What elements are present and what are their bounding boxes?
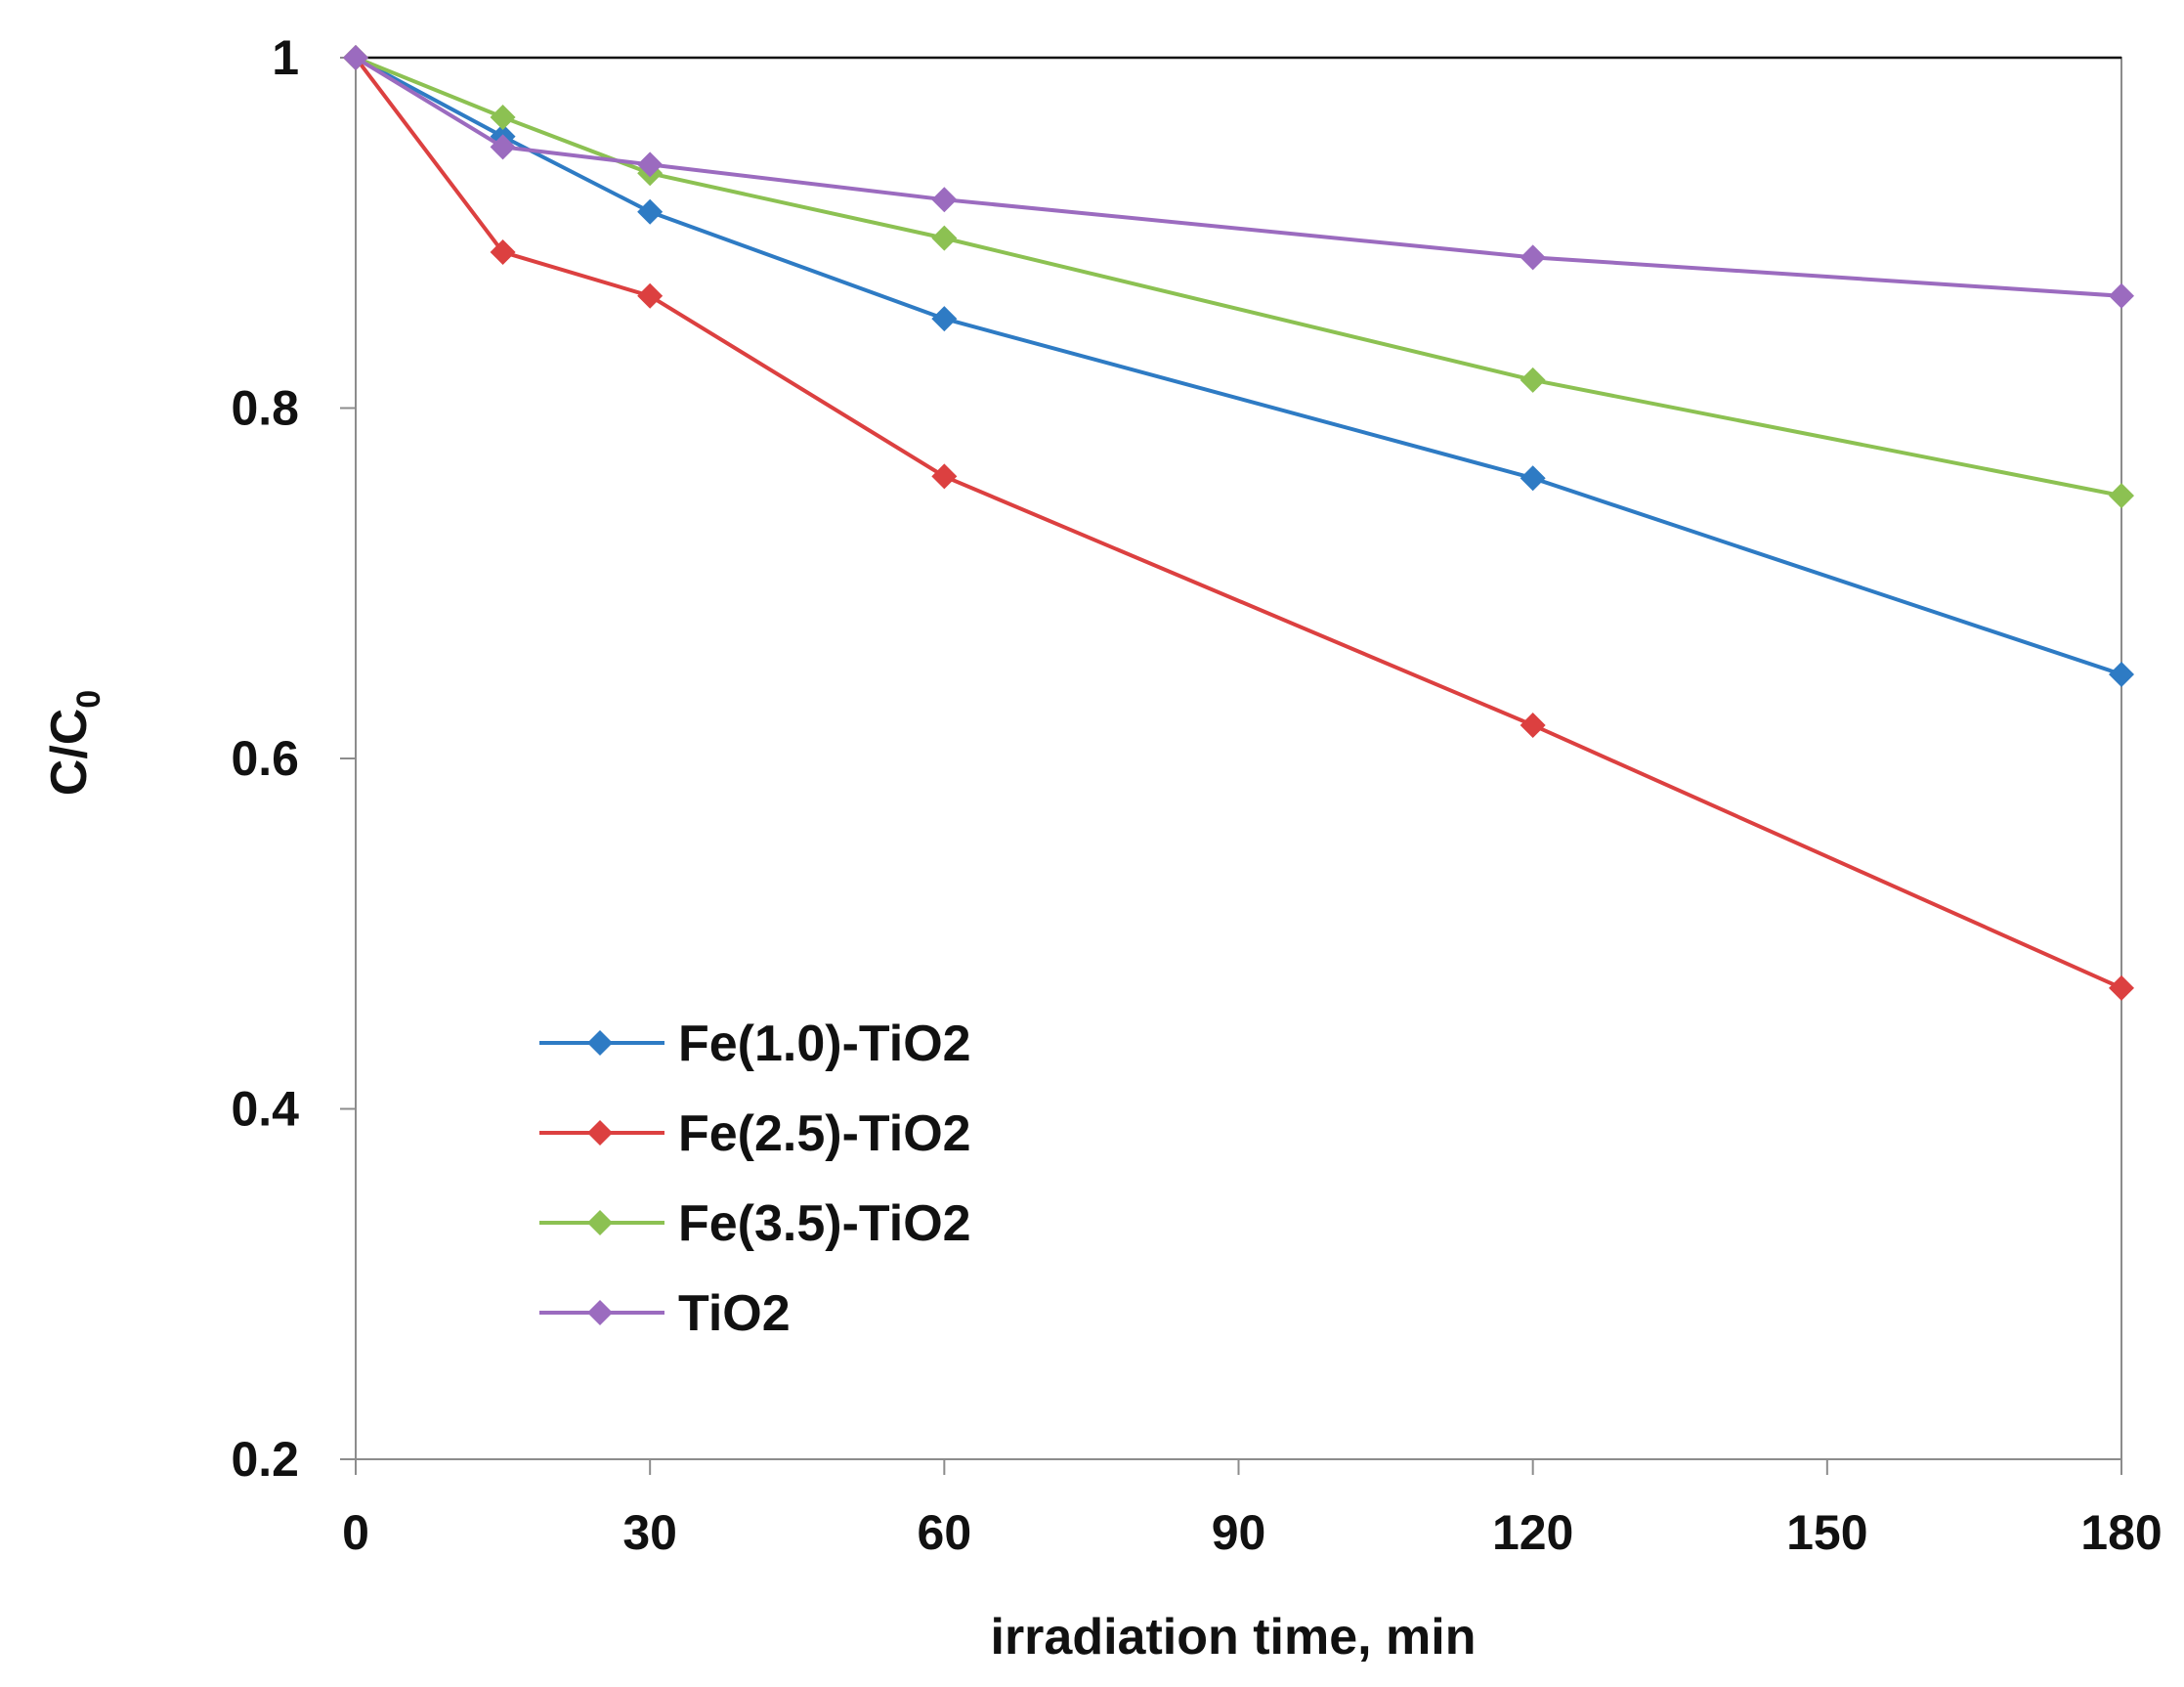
series-3: [343, 45, 2134, 509]
legend: Fe(1.0)-TiO2 Fe(2.5)-TiO2 Fe(3.5)-TiO2 TiO2: [539, 1016, 971, 1342]
data-point: [1520, 367, 1546, 393]
data-point: [490, 238, 516, 265]
legend-marker: [587, 1120, 613, 1146]
x-tick-label: 120: [1492, 1505, 1573, 1560]
data-point: [637, 282, 664, 309]
legend-item: TiO2: [539, 1285, 791, 1342]
data-point: [637, 151, 664, 178]
legend-marker: [587, 1030, 613, 1056]
y-axis-title-subscript: 0: [70, 690, 107, 709]
series-line: [354, 56, 2122, 990]
x-tick-label: 60: [918, 1505, 972, 1560]
data-point: [2109, 661, 2134, 687]
x-axis-title: irradiation time, min: [991, 1609, 1477, 1665]
x-tick-label: 180: [2080, 1505, 2162, 1560]
series-4: [343, 45, 2134, 309]
x-tick-label: 150: [1786, 1505, 1867, 1560]
data-point: [1520, 244, 1546, 271]
data-point: [2109, 282, 2134, 309]
y-tick-label: 0.4: [231, 1082, 299, 1137]
legend-label: Fe(3.5)-TiO2: [678, 1195, 971, 1252]
legend-item: Fe(3.5)-TiO2: [539, 1195, 971, 1252]
data-point: [2109, 483, 2134, 509]
x-tick-label: 90: [1212, 1505, 1266, 1560]
y-tick-label: 0.8: [231, 381, 299, 436]
x-tick-label: 0: [342, 1505, 369, 1560]
series-line: [354, 56, 2122, 298]
y-tick-label: 0.6: [231, 731, 299, 786]
data-point: [490, 134, 516, 160]
series-line: [355, 56, 2122, 676]
series-line: [355, 56, 2122, 498]
legend-item: Fe(2.5)-TiO2: [539, 1105, 971, 1162]
data-point: [343, 45, 368, 70]
y-tick-label: 0.2: [231, 1432, 299, 1487]
x-axis: 0 30 60 90 120 150 180: [342, 1459, 2163, 1560]
data-point: [1520, 712, 1546, 738]
legend-item: Fe(1.0)-TiO2: [539, 1016, 971, 1072]
plot-border: [355, 57, 2122, 1460]
y-axis: 0.2 0.4 0.6 0.8 1: [231, 30, 356, 1487]
data-point: [2109, 974, 2134, 1001]
data-point: [931, 225, 958, 251]
data-point: [931, 306, 958, 332]
data-point: [931, 187, 958, 213]
data-point: [490, 104, 516, 130]
series-1: [343, 45, 2134, 687]
legend-marker: [587, 1210, 613, 1235]
y-axis-title-main: C/C: [41, 709, 98, 797]
legend-label: Fe(2.5)-TiO2: [678, 1105, 971, 1162]
svg-text:C/C0: C/C0: [41, 690, 107, 796]
legend-label: Fe(1.0)-TiO2: [678, 1016, 971, 1072]
data-point: [637, 198, 664, 225]
x-tick-label: 30: [622, 1505, 677, 1560]
series-layer: [343, 45, 2134, 1001]
y-axis-title: C/C0: [41, 690, 107, 796]
y-tick-label: 1: [272, 30, 299, 85]
legend-marker: [587, 1300, 613, 1325]
data-point: [931, 463, 958, 490]
plot-frame: [355, 56, 2122, 1460]
legend-label: TiO2: [678, 1285, 791, 1342]
data-point: [1520, 465, 1546, 492]
series-2: [343, 45, 2134, 1001]
